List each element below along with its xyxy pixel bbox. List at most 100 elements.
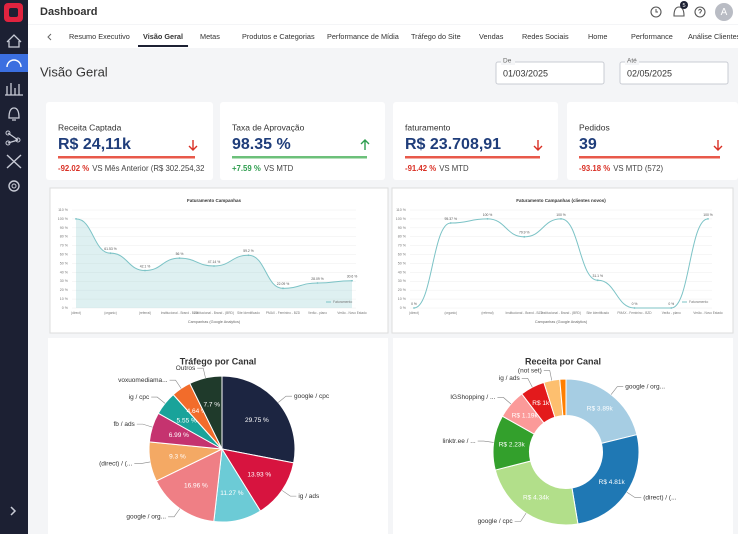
expand-sidebar[interactable] [10, 506, 17, 516]
label-leader [136, 423, 153, 428]
date-input[interactable] [619, 61, 729, 85]
tab[interactable]: Performance [631, 32, 673, 41]
slice-label: (not set) [518, 367, 542, 374]
value-label: 30.6 % [347, 275, 358, 279]
tab[interactable]: Home [588, 32, 607, 41]
x-tick-label: (referral) [481, 311, 493, 315]
kpi-title: Pedidos [579, 122, 610, 132]
x-tick-label: (organic) [104, 311, 117, 315]
pie-slice[interactable] [155, 448, 223, 523]
kpi-card [46, 102, 213, 180]
slice-label: Outros [176, 365, 196, 372]
kpi-comparison: VS MTD (572) [613, 164, 663, 173]
slice-value-label: R$ 1.19k [512, 413, 539, 420]
pie-title: Tráfego por Canal [180, 356, 257, 366]
pie-slice[interactable] [221, 375, 296, 464]
slice-label: IGShopping / ... [450, 394, 495, 401]
tabs-scroll-left[interactable] [47, 33, 52, 41]
tab[interactable]: Vendas [479, 32, 504, 41]
sidebar-active [0, 54, 28, 72]
label-leader [514, 512, 527, 522]
home-icon[interactable] [6, 34, 22, 48]
date-label-bg [501, 57, 515, 65]
line-point [486, 218, 489, 220]
line-point [316, 282, 319, 284]
header [28, 0, 738, 24]
pie-slice[interactable] [571, 434, 640, 525]
y-tick-label: 70 % [60, 244, 69, 248]
x-tick-label: PMAX - Feminino - BZD [266, 311, 301, 315]
line-point [560, 218, 562, 220]
slice-label: google / org... [625, 383, 665, 390]
avatar[interactable] [715, 3, 733, 21]
y-tick-label: 110 % [396, 208, 407, 212]
slice-value-label: 9.3 % [169, 454, 186, 461]
help-icon[interactable] [694, 6, 706, 18]
label-leader [543, 370, 553, 381]
slice-value-label: R$ 4.34k [523, 495, 550, 502]
active-tab-underline [138, 45, 189, 47]
slice-value-label: R$ 1k [532, 400, 550, 407]
tab[interactable]: Produtos e Categorias [242, 32, 315, 41]
bell-icon[interactable] [8, 107, 20, 121]
tab[interactable]: Redes Sociais [522, 32, 569, 41]
kpi-change: -92.02 % [58, 164, 89, 173]
slice-value-label: 16.96 % [184, 483, 208, 490]
x-tick-label: PMAX - Feminino - BZD [617, 311, 652, 315]
clock-icon[interactable] [650, 6, 662, 18]
pie-slice[interactable] [220, 448, 295, 512]
line-point [75, 218, 77, 220]
logo-inner [9, 8, 18, 17]
kpi-bar [58, 156, 195, 159]
line-chart-card [49, 187, 389, 334]
pie-slice[interactable] [189, 375, 223, 450]
tab[interactable]: Tráfego do Site [411, 32, 461, 41]
tab[interactable]: Performance de Mídia [327, 32, 400, 41]
date-input[interactable] [495, 61, 605, 85]
value-label: 42.1 % [140, 264, 151, 268]
network-node [5, 140, 11, 146]
slice-value-label: R$ 4.81k [599, 479, 626, 486]
line-point [178, 257, 181, 260]
pie-slice[interactable] [559, 378, 567, 417]
tab[interactable]: Metas [200, 32, 220, 41]
y-tick-label: 40 % [60, 270, 69, 274]
line-chart-title: Faturamento Campanhas (clientes novos) [516, 198, 606, 203]
content: Visão Geral De 01/03/2025 Até 02/05/2025 Rece… [40, 57, 738, 534]
kpi-change-line: -93.18 % VS MTD (572) [579, 164, 663, 173]
notifications-icon[interactable] [673, 6, 685, 17]
x-tick-label: Site Identificado [586, 311, 609, 315]
line-point [707, 218, 709, 220]
tab[interactable]: Análise Clientes [688, 32, 738, 41]
tab[interactable]: Visão Geral [143, 32, 183, 41]
slice-label: google / cpc [478, 518, 514, 525]
x-axis-label: Campanhas (Google Analytics) [535, 320, 588, 324]
value-label: 61.53 % [104, 247, 116, 251]
settings-icon[interactable] [8, 180, 20, 192]
network-node [15, 137, 21, 143]
slice-label: google / cpc [294, 393, 330, 400]
slice-label: google / org... [126, 514, 166, 521]
line [413, 218, 709, 309]
kpi-bar [232, 156, 367, 159]
y-tick-label: 100 % [58, 217, 69, 221]
line-area [76, 218, 352, 308]
kpi-comparison: VS MTD [439, 164, 469, 173]
tab[interactable]: Resumo Executivo [69, 32, 130, 41]
x-tick-label: Institucional - Brand - (BRD) [541, 311, 581, 315]
tools-icon[interactable] [6, 154, 22, 169]
chart-icon[interactable] [5, 83, 23, 96]
header-title: Dashboard [40, 6, 97, 18]
kpi-change-line: -92.02 % VS Mês Anterior (R$ 302.254,32 [58, 164, 204, 173]
dashboard-icon[interactable] [6, 59, 22, 68]
line-point [282, 287, 284, 290]
line-point [596, 279, 599, 282]
kpi-value: R$ 23.708,91 [405, 136, 501, 153]
pie-slice[interactable] [494, 460, 579, 526]
kpi-change: -93.18 % [579, 164, 610, 173]
kpi-bar [579, 156, 720, 159]
slice-label: ig / ads [298, 493, 320, 500]
notification-count: 5 [682, 3, 685, 9]
x-axis-label: Campanhas (Google Analytics) [188, 320, 241, 324]
